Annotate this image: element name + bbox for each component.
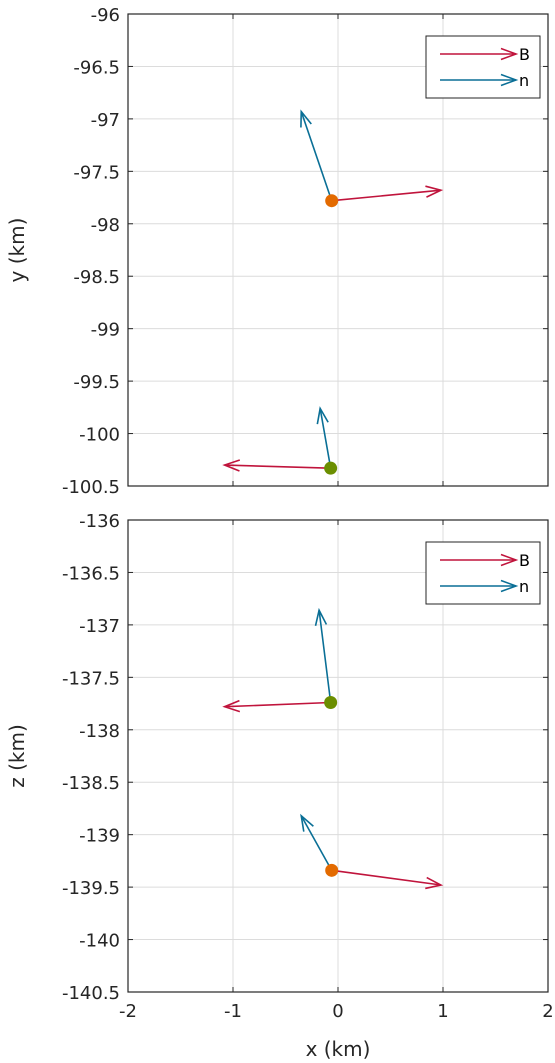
y-tick-label: -137 bbox=[79, 616, 120, 637]
b-vector-arrow-head bbox=[425, 876, 444, 890]
y-tick-label: -97.5 bbox=[73, 162, 120, 183]
n-vector-arrow bbox=[300, 109, 333, 201]
b-vector-arrow-shaft bbox=[224, 701, 331, 708]
y-tick-label: -100.5 bbox=[62, 477, 120, 498]
b-vector-arrow bbox=[331, 185, 444, 202]
bottom-axes: -136 -136.5 -137 -137.5 -138 -138.5 -139 -139.5… bbox=[5, 511, 554, 1061]
y-tick-label: -97 bbox=[91, 110, 120, 131]
top-axes: -96 -96.5 -97 -97.5 -98 -98.5 -99 -99.5 -100 -100… bbox=[5, 5, 549, 498]
y-tick-label: -99.5 bbox=[73, 372, 120, 393]
legend-box bbox=[425, 541, 541, 605]
y-tick-label: -98 bbox=[91, 215, 120, 236]
y-tick-label: -100 bbox=[79, 425, 120, 446]
legend-n-arrow-head bbox=[500, 579, 519, 593]
n-vector-arrow bbox=[314, 607, 332, 703]
y-tick-label: -96 bbox=[91, 5, 120, 26]
b-vector-arrow bbox=[222, 459, 331, 472]
legend-label-b: B bbox=[519, 551, 530, 570]
y-tick-label: -137.5 bbox=[62, 668, 120, 689]
b-vector-arrow-head bbox=[222, 699, 241, 713]
data-point bbox=[325, 194, 339, 208]
x-tick-label: -1 bbox=[224, 1001, 242, 1022]
n-vector-arrow-shaft bbox=[319, 408, 332, 469]
n-vector-arrow bbox=[316, 406, 332, 469]
y-tick-label: -99 bbox=[91, 320, 120, 341]
legend-b-arrow-head bbox=[500, 47, 519, 61]
x-tick-label: 1 bbox=[437, 1001, 448, 1022]
legend-b-arrow-head bbox=[500, 553, 519, 567]
legend-b-arrow bbox=[440, 553, 519, 567]
n-vector-arrow-head bbox=[314, 607, 328, 626]
data-point bbox=[325, 863, 339, 877]
b-vector-arrow bbox=[331, 869, 444, 890]
y-tick-label: -98.5 bbox=[73, 267, 120, 288]
x-axis-label: x (km) bbox=[306, 1037, 371, 1061]
n-vector-arrow-shaft bbox=[300, 815, 333, 871]
n-vector-arrow-head bbox=[300, 813, 314, 832]
y-tick-label: -139.5 bbox=[62, 878, 120, 899]
x-tick-label: 2 bbox=[542, 1001, 553, 1022]
b-vector-arrow-head bbox=[222, 459, 241, 472]
legend-n-arrow-head bbox=[500, 73, 519, 87]
data-point bbox=[324, 696, 338, 710]
legend-label-b: B bbox=[519, 45, 530, 64]
y-axis-label: z (km) bbox=[5, 724, 29, 788]
y-tick-label: -138 bbox=[79, 721, 120, 742]
y-tick-label: -140.5 bbox=[62, 983, 120, 1004]
y-tick-label: -138.5 bbox=[62, 773, 120, 794]
legend: Bn bbox=[425, 541, 541, 605]
n-vector-arrow-head bbox=[300, 109, 312, 128]
b-vector-arrow-shaft bbox=[331, 869, 442, 886]
b-vector-arrow bbox=[222, 699, 331, 713]
y-tick-label: -140 bbox=[79, 931, 120, 952]
legend-label-n: n bbox=[519, 577, 529, 596]
y-tick-label: -136 bbox=[79, 511, 120, 532]
b-vector-arrow-head bbox=[425, 185, 444, 198]
x-tick-label: 0 bbox=[332, 1001, 343, 1022]
y-tick-label: -96.5 bbox=[73, 57, 120, 78]
legend-n-arrow bbox=[440, 73, 519, 87]
n-vector-arrow bbox=[300, 813, 333, 871]
b-vector-arrow-shaft bbox=[224, 464, 331, 469]
y-axis-label: y (km) bbox=[5, 218, 29, 283]
n-vector-arrow-shaft bbox=[318, 610, 332, 703]
n-vector-arrow-shaft bbox=[300, 111, 333, 201]
b-vector-arrow-shaft bbox=[331, 189, 441, 202]
n-vector-arrow-head bbox=[316, 406, 329, 425]
x-tick-label: -2 bbox=[119, 1001, 137, 1022]
legend-b-arrow bbox=[440, 47, 519, 61]
legend-n-arrow bbox=[440, 579, 519, 593]
legend-box bbox=[425, 35, 541, 99]
y-tick-label: -139 bbox=[79, 826, 120, 847]
legend: Bn bbox=[425, 35, 541, 99]
y-tick-label: -136.5 bbox=[62, 563, 120, 584]
legend-label-n: n bbox=[519, 71, 529, 90]
data-point bbox=[324, 461, 338, 475]
